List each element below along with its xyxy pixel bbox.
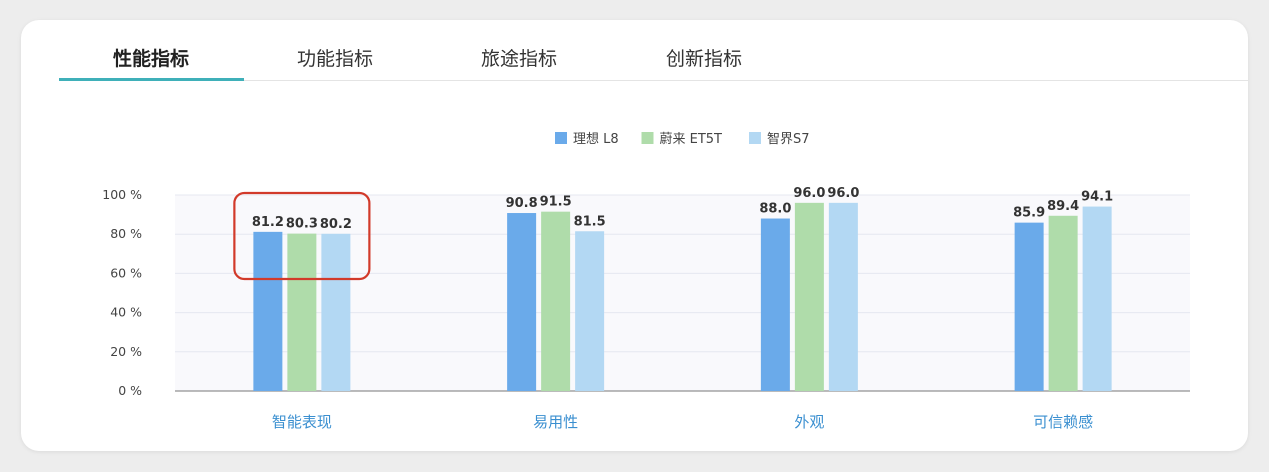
- category-labels: 智能表现 易用性 外观 可信赖感: [272, 413, 1093, 431]
- y-tick-label: 80 %: [110, 226, 142, 241]
- bar: [575, 231, 605, 391]
- bar: [760, 218, 790, 391]
- y-tick-label: 40 %: [110, 305, 142, 320]
- y-tick-label: 20 %: [110, 344, 142, 359]
- legend-swatch: [749, 132, 761, 144]
- data-label: 91.5: [540, 195, 572, 210]
- y-axis-ticks: 0 % 20 % 40 % 60 % 80 % 100 %: [102, 187, 142, 398]
- data-label: 80.3: [286, 217, 318, 232]
- data-label: 85.9: [1013, 206, 1045, 221]
- bar: [287, 233, 317, 391]
- category-label: 外观: [794, 413, 824, 431]
- bar: [541, 211, 571, 391]
- tab-innovation[interactable]: 创新指标: [666, 48, 743, 70]
- legend[interactable]: 理想 L8 蔚来 ET5T 智界S7: [555, 131, 810, 147]
- legend-label: 理想 L8: [573, 131, 619, 147]
- y-tick-label: 0 %: [118, 383, 142, 398]
- highlight-rect: [233, 191, 371, 281]
- category-label: 易用性: [533, 413, 578, 431]
- category-label: 智能表现: [272, 413, 332, 431]
- category-label: 可信赖感: [1033, 413, 1093, 431]
- data-label: 89.4: [1047, 199, 1079, 214]
- data-label: 90.8: [506, 196, 538, 211]
- tab-bar: 性能指标 功能指标 旅途指标 创新指标: [59, 20, 1248, 81]
- bar-series: [253, 202, 1112, 391]
- bar: [321, 233, 351, 391]
- tab-function[interactable]: 功能指标: [297, 48, 374, 70]
- bar: [1014, 222, 1044, 391]
- tab-journey[interactable]: 旅途指标: [481, 48, 558, 70]
- tab-performance[interactable]: 性能指标: [113, 48, 190, 70]
- data-label: 96.0: [793, 186, 825, 201]
- bar: [1048, 215, 1078, 391]
- active-tab-indicator: [59, 78, 244, 81]
- data-label: 81.2: [252, 215, 284, 230]
- bar: [794, 202, 824, 391]
- data-label: 96.0: [827, 186, 859, 201]
- bar: [828, 202, 858, 391]
- bar: [253, 231, 283, 391]
- data-label: 81.5: [574, 214, 606, 229]
- legend-swatch: [555, 132, 567, 144]
- data-label: 94.1: [1081, 190, 1113, 205]
- y-tick-label: 100 %: [102, 187, 142, 202]
- highlight-box: [233, 191, 371, 281]
- legend-label: 蔚来 ET5T: [660, 132, 723, 147]
- data-label: 88.0: [759, 202, 791, 217]
- legend-label: 智界S7: [767, 132, 810, 147]
- value-labels: 81.2 80.3 80.290.8 91.581.588.096.0 96.085.9…: [252, 186, 1113, 232]
- bar: [507, 213, 537, 391]
- bar: [1082, 206, 1112, 391]
- y-tick-label: 60 %: [110, 265, 142, 280]
- legend-swatch: [641, 132, 654, 144]
- data-label: 80.2: [320, 217, 352, 232]
